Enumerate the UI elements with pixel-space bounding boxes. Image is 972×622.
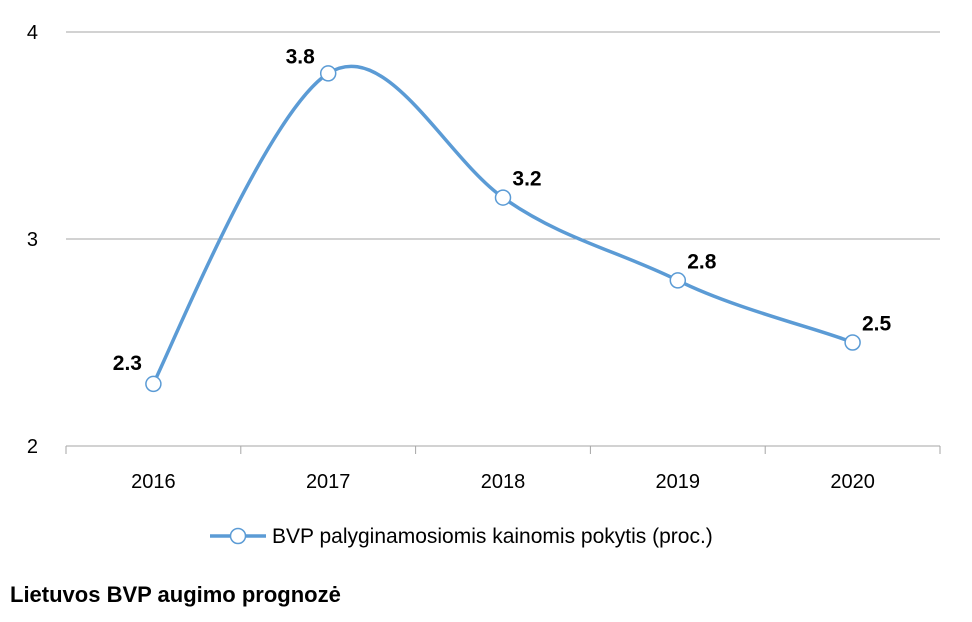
x-tick-label: 2017 [306, 471, 351, 493]
y-tick-label: 4 [27, 22, 38, 44]
x-tick-label: 2018 [481, 471, 526, 493]
data-point [669, 272, 687, 289]
data-point [494, 189, 512, 206]
legend-marker [229, 527, 247, 545]
chart-caption: Lietuvos BVP augimo prognozė [10, 582, 341, 607]
y-tick-label: 3 [27, 229, 38, 251]
data-label: 3.8 [286, 45, 316, 68]
data-point [145, 375, 162, 393]
x-tick-label: 2019 [656, 471, 701, 493]
data-label: 2.8 [687, 250, 717, 273]
data-point [319, 65, 337, 82]
line-chart: 2 3 4 2016 2017 2018 2019 2020 2.3 3.8 3.2 2.8 2.5 BV… [27, 22, 941, 548]
data-point [844, 334, 861, 351]
series-line [151, 64, 854, 385]
data-label: 2.3 [113, 352, 142, 375]
data-label: 3.2 [512, 168, 541, 191]
y-tick-label: 2 [27, 436, 38, 458]
legend-label: BVP palyginamosiomis kainomis pokytis (p… [272, 525, 713, 548]
chart-svg: 2 3 4 2016 2017 2018 2019 2020 2.3 3.8 3.2 2.8 2.5 BV… [27, 22, 941, 548]
x-tick-label: 2016 [131, 471, 176, 493]
x-tick-label: 2020 [830, 471, 875, 493]
data-label: 2.5 [862, 313, 892, 336]
